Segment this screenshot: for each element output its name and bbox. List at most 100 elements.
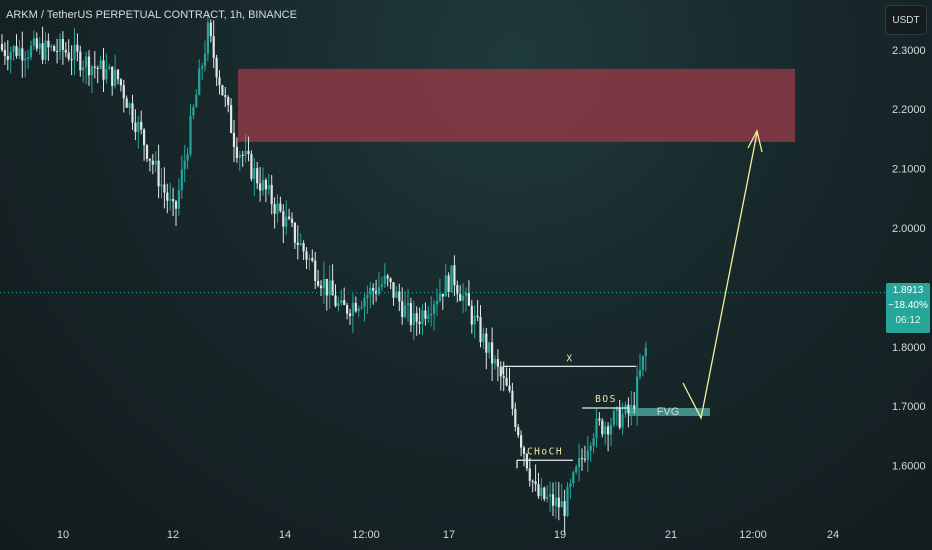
candle-body	[366, 294, 369, 298]
candle-body	[418, 321, 421, 324]
candle-body	[540, 487, 543, 497]
candle-body	[551, 494, 555, 506]
candle-body	[389, 278, 392, 283]
candle-body	[569, 483, 572, 487]
candle-body	[96, 67, 99, 70]
candle-body	[351, 302, 354, 317]
candle-body	[563, 501, 566, 516]
candle-body	[578, 457, 581, 468]
candle-body	[409, 303, 412, 325]
candle-body	[638, 370, 642, 377]
candle-body	[537, 484, 540, 497]
candle-body	[357, 308, 360, 312]
bos-label: BOS	[595, 394, 617, 405]
candle-body	[58, 38, 62, 52]
candle-body	[398, 291, 401, 302]
candle-body	[456, 285, 459, 294]
candle-body	[224, 95, 227, 98]
candle-body	[134, 122, 137, 133]
candle-body	[604, 426, 607, 435]
candle-body	[630, 405, 633, 414]
candle-body	[598, 418, 601, 421]
candle-body	[6, 55, 9, 60]
candle-body	[406, 303, 410, 306]
candle-body	[346, 305, 349, 314]
candle-body	[183, 160, 186, 170]
candle-body	[508, 385, 511, 391]
candle-body	[128, 103, 131, 108]
candle-body	[549, 494, 552, 497]
candle-body	[511, 390, 514, 409]
candle-body	[192, 107, 195, 116]
candle-body	[203, 53, 207, 67]
candle-body	[230, 105, 233, 133]
candle-body	[273, 204, 276, 214]
candle-body	[195, 94, 198, 108]
candle-body	[372, 287, 375, 291]
candle-body	[615, 407, 618, 412]
candle-body	[24, 58, 27, 61]
candle-body	[145, 145, 149, 159]
candle-body	[27, 57, 30, 59]
candle-body	[256, 168, 259, 184]
projection-arrowhead	[747, 129, 763, 153]
candle-body	[189, 115, 192, 155]
candle-body	[491, 342, 494, 364]
candle-body	[337, 303, 340, 307]
candle-body	[131, 103, 134, 123]
candle-body	[264, 180, 267, 190]
candle-body	[543, 487, 546, 500]
candle-body	[363, 297, 366, 307]
candle-body	[421, 310, 424, 324]
candle-body	[621, 414, 624, 428]
candle-body	[166, 192, 169, 201]
candle-body	[459, 293, 462, 301]
candle-body	[288, 216, 291, 219]
candle-body	[325, 278, 328, 296]
candle-body	[105, 69, 108, 80]
fvg-zone	[628, 407, 710, 416]
candle-body	[163, 184, 166, 193]
candle-body	[328, 280, 331, 296]
candle-body	[499, 366, 502, 377]
candle-body	[93, 66, 96, 68]
candle-body	[583, 458, 586, 460]
candle-body	[32, 38, 35, 46]
candle-body	[172, 198, 175, 202]
candle-body	[488, 342, 491, 353]
candle-body	[282, 211, 285, 227]
candle-body	[589, 445, 592, 451]
candle-body	[592, 438, 595, 446]
candle-body	[0, 44, 4, 51]
candle-body	[450, 265, 453, 293]
candle-body	[534, 481, 537, 485]
candle-body	[395, 291, 398, 298]
supply-zone	[238, 68, 795, 142]
candle-body	[12, 46, 15, 52]
candle-body	[476, 315, 479, 318]
candle-body	[317, 280, 320, 286]
candle-body	[612, 411, 615, 425]
candle-body	[73, 44, 76, 60]
bar-countdown: 06:12	[895, 315, 921, 326]
candle-body	[348, 313, 352, 317]
candle-body	[505, 377, 508, 386]
candle-body	[235, 146, 238, 158]
candle-body	[261, 180, 265, 191]
x-level-label: X	[566, 353, 573, 364]
candle-body	[102, 60, 105, 80]
candle-body	[47, 40, 50, 48]
candle-body	[90, 66, 93, 76]
candle-body	[140, 121, 143, 130]
candle-body	[641, 355, 644, 371]
candle-body	[186, 154, 189, 161]
last-price-value: 1.8913	[892, 285, 924, 296]
candle-body	[322, 278, 325, 289]
x-tick-label: 12:00	[739, 529, 767, 541]
candle-body	[493, 359, 497, 364]
candle-body	[296, 242, 299, 245]
candle-body	[61, 38, 64, 50]
currency-button[interactable]: USDT	[885, 5, 927, 35]
